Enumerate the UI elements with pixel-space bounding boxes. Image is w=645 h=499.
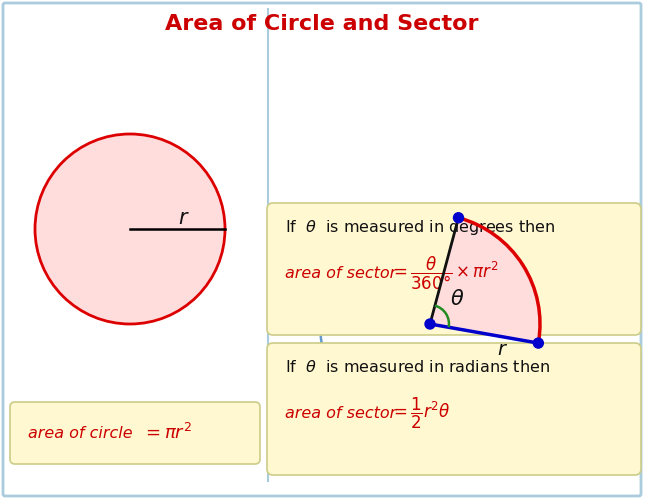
Text: area of sector: area of sector xyxy=(285,265,396,280)
Text: r: r xyxy=(178,208,186,228)
FancyBboxPatch shape xyxy=(267,343,641,475)
FancyBboxPatch shape xyxy=(267,203,641,335)
Circle shape xyxy=(533,338,543,348)
Text: $= \pi r^2$: $= \pi r^2$ xyxy=(142,423,192,443)
Text: Area of Circle and Sector: Area of Circle and Sector xyxy=(165,14,479,34)
Text: area of circle: area of circle xyxy=(28,426,133,441)
Text: $= \dfrac{1}{2} r^2\theta$: $= \dfrac{1}{2} r^2\theta$ xyxy=(390,395,451,431)
FancyBboxPatch shape xyxy=(10,402,260,464)
Wedge shape xyxy=(430,218,540,343)
Text: r: r xyxy=(497,340,505,359)
Text: $= \dfrac{\theta}{360°} \times \pi r^2$: $= \dfrac{\theta}{360°} \times \pi r^2$ xyxy=(390,254,499,291)
Circle shape xyxy=(425,319,435,329)
FancyBboxPatch shape xyxy=(3,3,641,496)
Circle shape xyxy=(35,134,225,324)
Wedge shape xyxy=(430,218,540,343)
Text: If  $\theta$  is measured in radians then: If $\theta$ is measured in radians then xyxy=(285,359,550,375)
Circle shape xyxy=(453,213,464,223)
Text: area of sector: area of sector xyxy=(285,406,396,421)
Text: If  $\theta$  is measured in degrees then: If $\theta$ is measured in degrees then xyxy=(285,218,555,237)
Text: $\theta$: $\theta$ xyxy=(450,289,464,309)
